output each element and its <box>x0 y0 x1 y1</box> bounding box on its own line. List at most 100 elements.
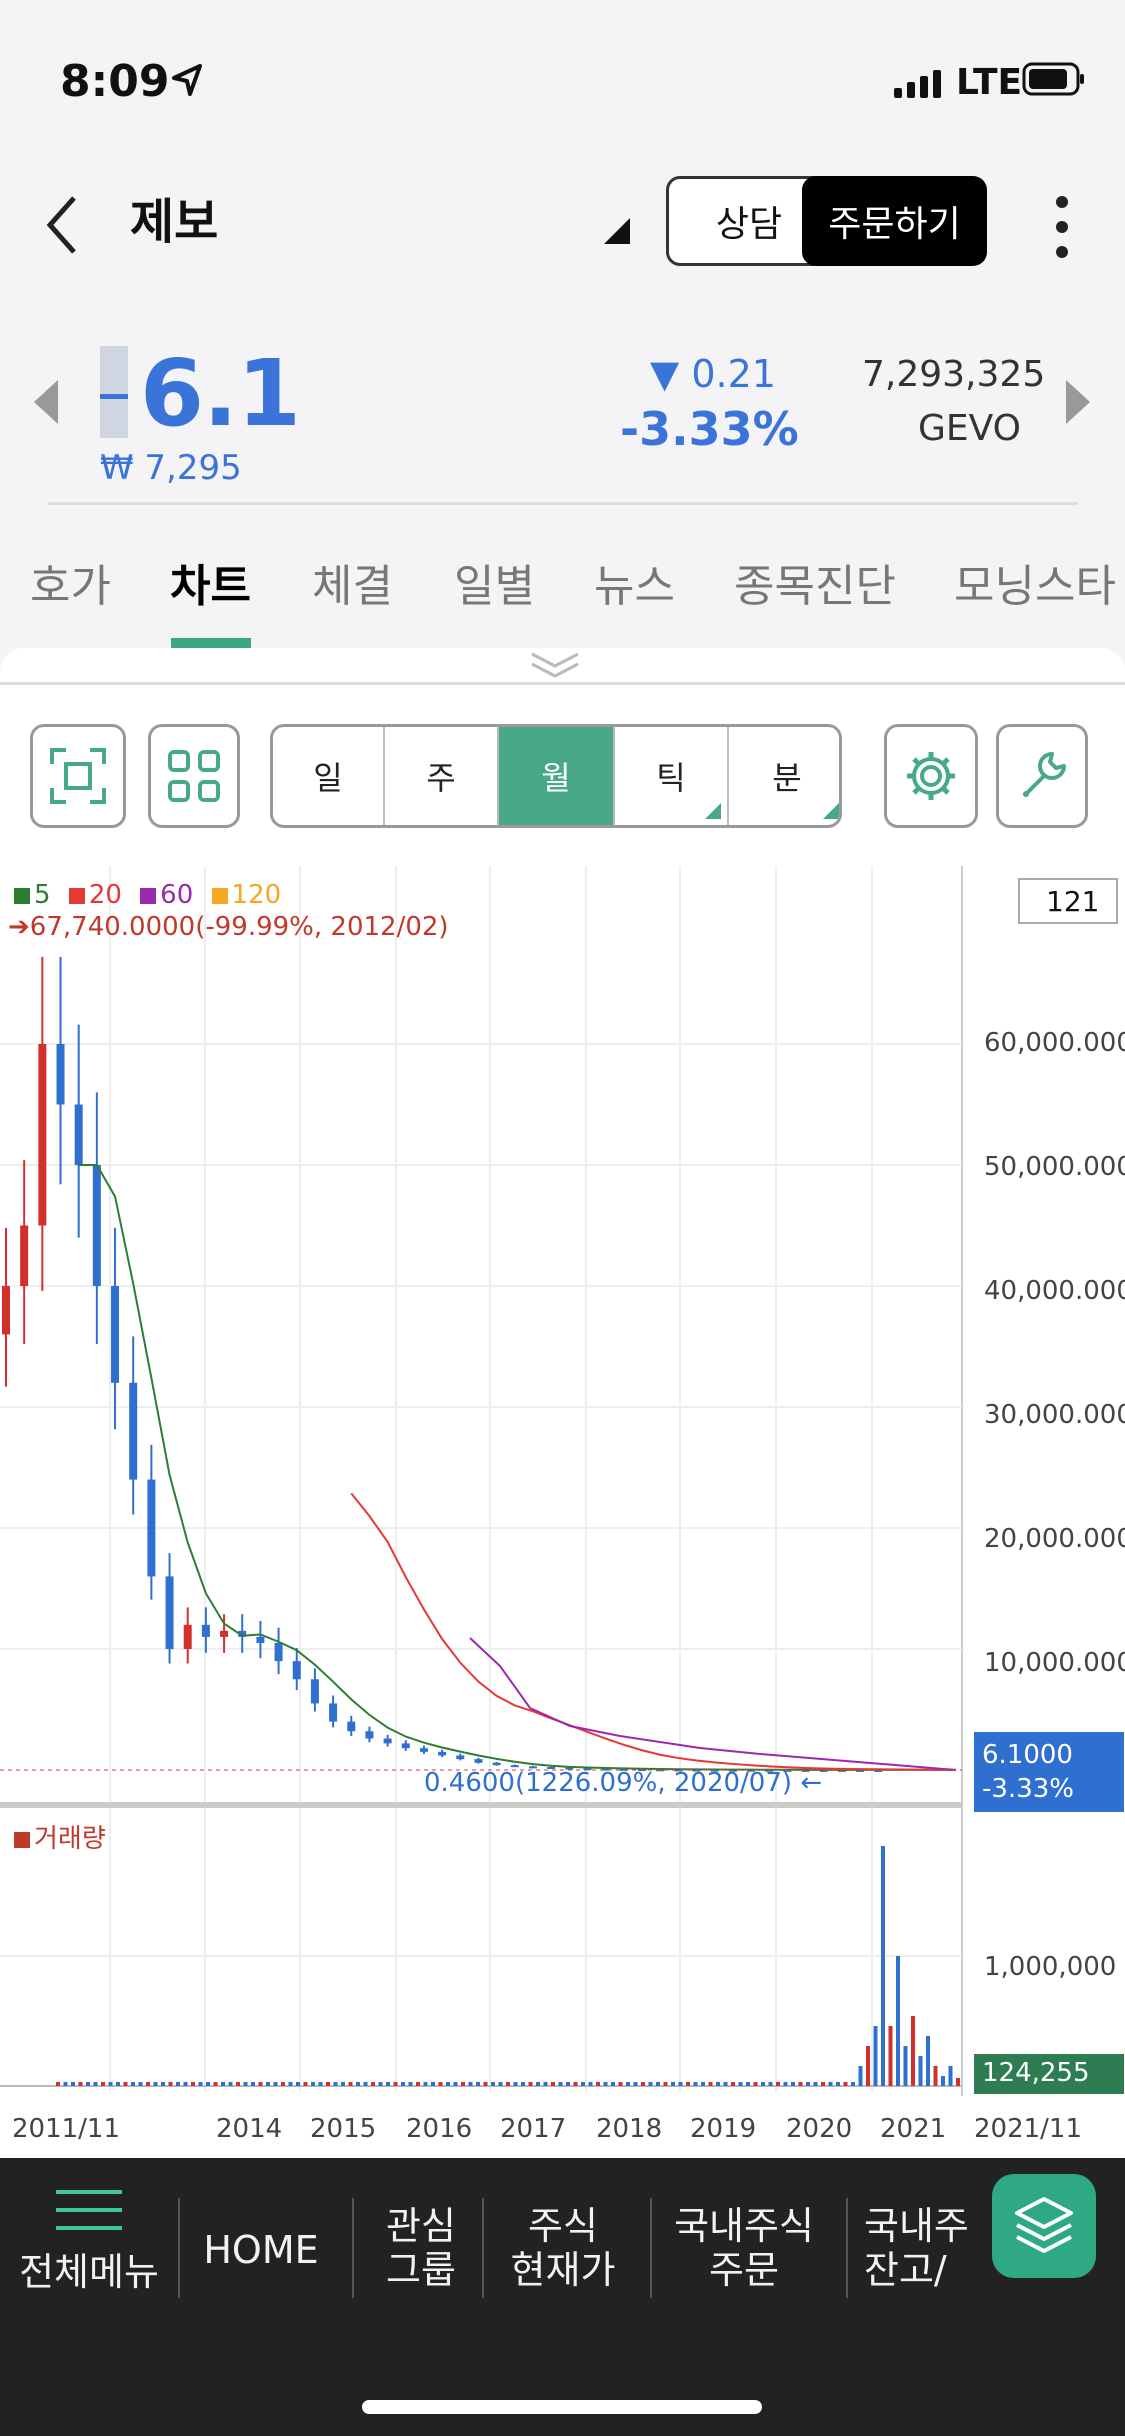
chart-tools-button[interactable] <box>996 724 1088 828</box>
volume-bar <box>693 2082 698 2086</box>
pane-separator <box>0 1802 962 1808</box>
volume-bar <box>791 2082 795 2086</box>
back-chevron-icon[interactable] <box>40 190 90 260</box>
volume-bar <box>858 2066 863 2086</box>
volume-bar <box>903 2046 908 2086</box>
nav-separator <box>846 2198 848 2298</box>
ticker-symbol: GEVO <box>918 408 1021 449</box>
period-day[interactable]: 일 <box>273 727 385 825</box>
tab-trades[interactable]: 체결 <box>312 561 393 612</box>
nav-home[interactable]: HOME <box>203 2228 319 2272</box>
x-tick-label: 2018 <box>596 2114 663 2144</box>
volume-bar <box>828 2082 833 2086</box>
volume-bar <box>326 2082 330 2086</box>
next-stock-icon[interactable] <box>1064 380 1090 424</box>
candle <box>201 1624 210 1637</box>
down-triangle-icon: ▼ <box>650 352 692 396</box>
network-type: LTE <box>956 62 1023 103</box>
nav-stock-price[interactable]: 주식 현재가 <box>510 2204 616 2292</box>
hamburger-menu-icon[interactable] <box>56 2190 122 2230</box>
stock-dropdown-icon[interactable] <box>604 218 630 244</box>
tab-chart[interactable]: 차트 <box>170 561 251 612</box>
tab-diagnosis[interactable]: 종목진단 <box>734 561 896 612</box>
nav-domestic-order[interactable]: 국내주식 주문 <box>674 2204 814 2292</box>
nav-all-menu[interactable]: 전체메뉴 <box>19 2250 159 2294</box>
volume-bar <box>566 2082 570 2086</box>
volume-value-tag: 124,255 <box>974 2054 1124 2094</box>
layers-button[interactable] <box>992 2174 1096 2278</box>
candle <box>474 1759 483 1763</box>
candle <box>747 1769 756 1772</box>
volume-bar <box>813 2082 818 2086</box>
price-krw: ₩ 7,295 <box>100 448 242 488</box>
volume-bar <box>213 2082 218 2086</box>
candle <box>510 1765 519 1768</box>
location-arrow-icon <box>172 64 202 96</box>
period-month[interactable]: 월 <box>499 727 615 825</box>
price-chart[interactable]: 5 20 60 120 ➔67,740.0000(-99.99%, 2012/0… <box>0 866 1125 2156</box>
volume-bar <box>506 2082 510 2086</box>
battery-icon <box>1022 62 1084 96</box>
candle <box>710 1769 719 1772</box>
candle <box>20 1225 29 1286</box>
price-marker <box>100 346 128 438</box>
nav-domestic-balance[interactable]: 국내주 잔고/ <box>864 2204 969 2292</box>
period-minute[interactable]: 분 <box>729 727 839 825</box>
volume-bar <box>453 2082 458 2086</box>
volume-bar <box>528 2082 533 2086</box>
layers-icon <box>1015 2197 1073 2253</box>
volume-bar <box>273 2082 278 2086</box>
gear-icon <box>907 752 955 800</box>
app-header: 제보 상담 주문하기 <box>0 170 1125 280</box>
volume-bar <box>86 2082 90 2086</box>
chart-background <box>0 866 1125 2156</box>
current-price-tag: 6.1000 -3.33% <box>974 1732 1124 1812</box>
volume-bar <box>753 2082 758 2086</box>
volume-bar <box>678 2082 683 2086</box>
candle <box>619 1768 628 1771</box>
tab-morningstar[interactable]: 모닝스타 <box>954 561 1116 612</box>
candle <box>165 1576 174 1649</box>
more-vertical-icon[interactable] <box>1050 192 1074 262</box>
period-count[interactable]: 121 <box>1018 878 1118 924</box>
collapse-chevron-icon[interactable] <box>528 650 582 680</box>
volume-bar <box>633 2082 638 2086</box>
y-tick-label: 50,000.000 <box>984 1152 1125 1182</box>
chart-settings-button[interactable] <box>884 724 978 828</box>
volume-bar <box>116 2082 120 2086</box>
volume-bar <box>843 2082 848 2086</box>
layout-grid-button[interactable] <box>148 724 240 828</box>
volume-bar <box>146 2082 150 2086</box>
stock-name[interactable]: 제보 <box>130 194 219 250</box>
current-price-tag-value: 6.1000 <box>982 1740 1073 1770</box>
volume-bar <box>626 2082 630 2086</box>
volume-bar <box>873 2026 878 2086</box>
volume-bar <box>948 2066 953 2086</box>
period-week[interactable]: 주 <box>385 727 499 825</box>
prev-stock-icon[interactable] <box>34 380 60 424</box>
fullscreen-button[interactable] <box>30 724 126 828</box>
candle <box>419 1748 428 1752</box>
order-button[interactable]: 주문하기 <box>802 176 987 266</box>
nav-watchlist[interactable]: 관심 그룹 <box>386 2204 456 2292</box>
candle <box>56 1044 65 1105</box>
tab-bar: 호가 차트 체결 일별 뉴스 종목진단 모닝스타 <box>0 540 1125 650</box>
candle <box>74 1104 83 1165</box>
tab-daily[interactable]: 일별 <box>454 561 535 612</box>
chart-canvas[interactable] <box>0 866 1125 2156</box>
candle <box>2 1286 10 1335</box>
tab-hoga[interactable]: 호가 <box>30 561 111 612</box>
volume-bar <box>618 2082 623 2086</box>
corner-indicator-icon <box>705 803 721 819</box>
x-tick-label: 2019 <box>690 2114 757 2144</box>
candle <box>456 1755 465 1760</box>
period-tick[interactable]: 틱 <box>615 727 729 825</box>
candle <box>837 1769 846 1772</box>
candle <box>601 1768 610 1771</box>
volume-bar <box>768 2082 773 2086</box>
volume-bar <box>446 2082 450 2086</box>
tab-news[interactable]: 뉴스 <box>594 561 675 612</box>
volume-bar <box>123 2082 128 2086</box>
volume-bar <box>108 2082 113 2086</box>
volume-bar <box>423 2082 428 2086</box>
